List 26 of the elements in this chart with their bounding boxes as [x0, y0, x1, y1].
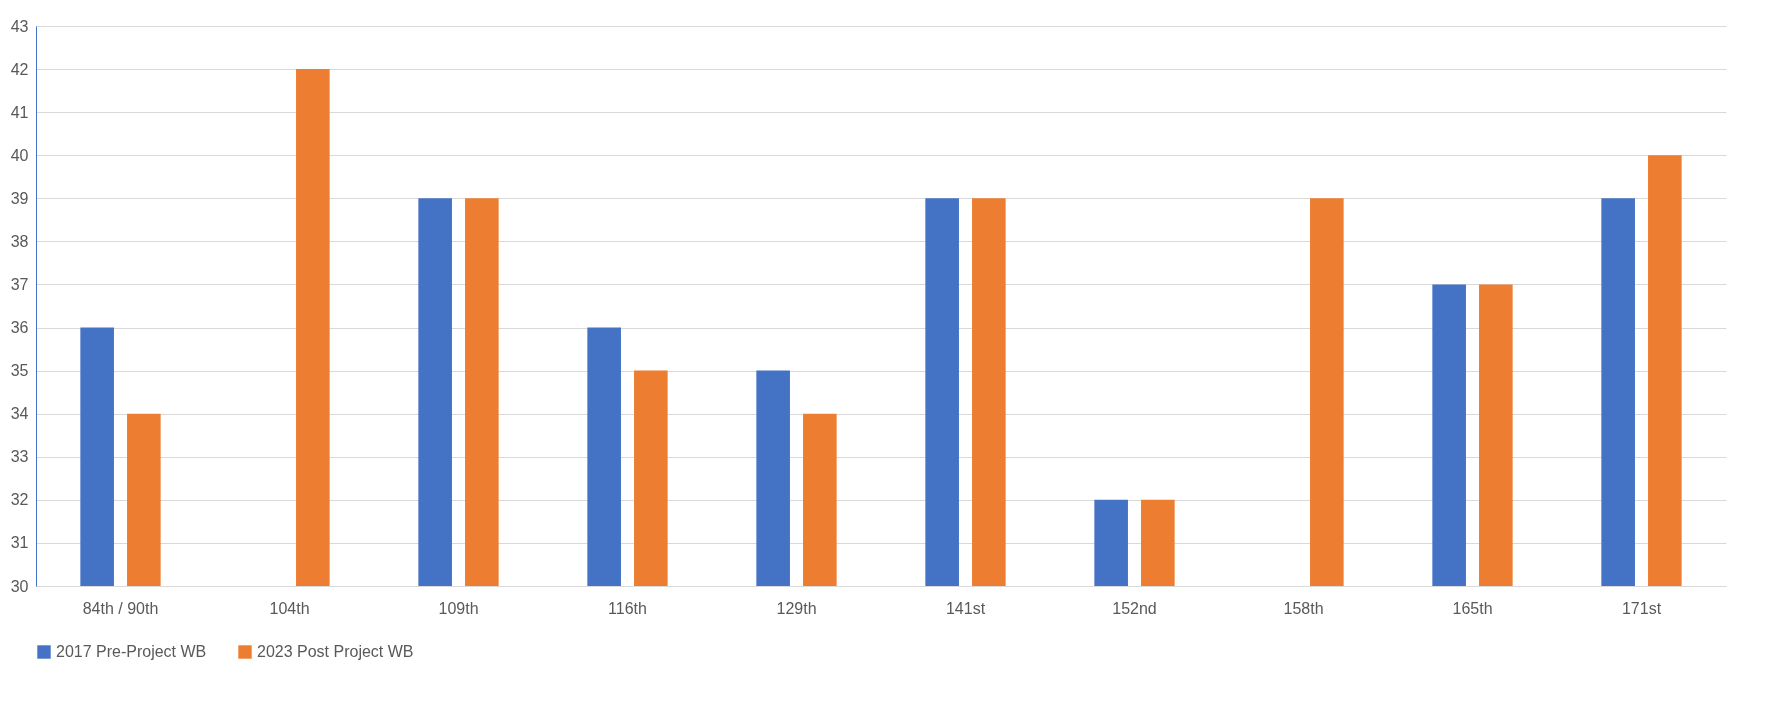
x-tick-label: 165th — [1452, 599, 1493, 617]
x-tick-label: 152nd — [1112, 599, 1157, 617]
x-tick-label: 109th — [438, 599, 479, 617]
y-tick-label: 41 — [10, 103, 29, 121]
x-tick-label: 171st — [1621, 599, 1662, 617]
y-tick-label: 33 — [10, 448, 29, 466]
legend-label: 2017 Pre-Project WB — [56, 643, 207, 660]
legend-label: 2023 Post Project WB — [257, 643, 414, 660]
y-tick-label: 35 — [10, 362, 29, 380]
x-tick-label: 84th / 90th — [82, 599, 159, 617]
y-tick-label: 36 — [10, 319, 29, 337]
y-tick-label: 31 — [10, 534, 29, 552]
x-tick-label: 158th — [1283, 599, 1324, 617]
y-tick-label: 32 — [10, 491, 29, 509]
y-tick-label: 39 — [10, 189, 29, 207]
y-tick-label: 40 — [10, 146, 29, 164]
x-tick-label: 104th — [269, 599, 310, 617]
y-tick-label: 30 — [10, 577, 29, 595]
y-tick-label: 38 — [10, 232, 29, 250]
y-tick-label: 43 — [10, 17, 29, 35]
x-tick-label: 116th — [608, 599, 647, 617]
y-tick-label: 42 — [10, 60, 29, 78]
y-tick-label: 34 — [10, 405, 29, 423]
y-tick-label: 37 — [10, 275, 29, 293]
x-tick-label: 141st — [945, 599, 986, 617]
x-tick-label: 129th — [776, 599, 817, 617]
